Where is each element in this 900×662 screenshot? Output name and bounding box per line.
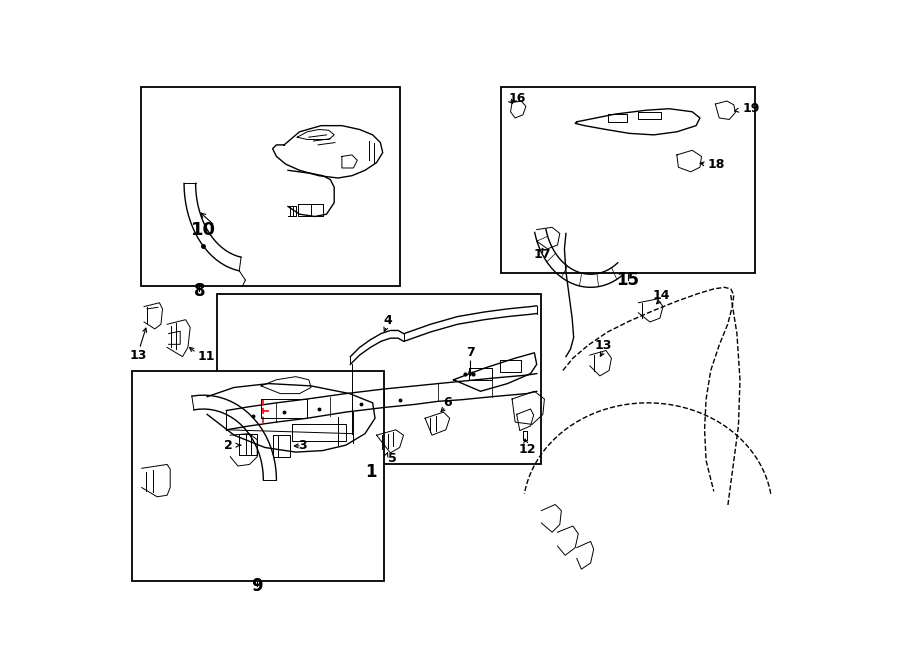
Text: 2: 2: [224, 440, 233, 452]
Text: 3: 3: [298, 440, 307, 452]
Text: 6: 6: [443, 397, 452, 409]
Text: 16: 16: [509, 92, 526, 105]
Text: 13: 13: [130, 349, 147, 361]
Text: 4: 4: [383, 314, 392, 327]
Text: 15: 15: [616, 271, 639, 289]
Text: 7: 7: [466, 346, 475, 359]
Bar: [217, 293, 541, 465]
Text: 8: 8: [194, 282, 205, 300]
Text: 1: 1: [365, 463, 377, 481]
Bar: [141, 87, 401, 286]
Text: 9: 9: [251, 577, 263, 595]
Text: 19: 19: [742, 102, 760, 115]
Text: 17: 17: [534, 248, 551, 261]
Text: 14: 14: [652, 289, 670, 301]
Text: 12: 12: [518, 442, 536, 455]
Bar: [131, 371, 384, 581]
Bar: [501, 87, 755, 273]
Text: 5: 5: [388, 451, 396, 465]
Text: 13: 13: [595, 338, 612, 352]
Text: 10: 10: [191, 220, 216, 238]
Text: 11: 11: [198, 350, 215, 363]
Text: 18: 18: [707, 158, 725, 171]
